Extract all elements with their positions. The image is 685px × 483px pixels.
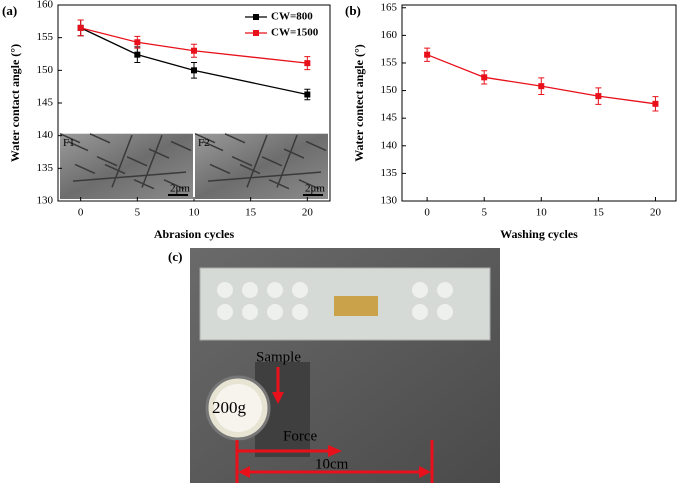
sem-texture (67, 140, 89, 152)
marker (304, 60, 311, 67)
y-axis-label: Water contact angle (°) (8, 44, 22, 162)
series-line (80, 27, 308, 64)
plot-frame (401, 4, 677, 202)
x-tick-label: 15 (245, 207, 257, 219)
y-tick-label: 150 (381, 84, 398, 96)
x-axis-label: Washing cycles (500, 227, 578, 241)
inset-label: F2 (198, 137, 210, 149)
marker (134, 51, 141, 58)
y-tick-label: 150 (37, 64, 54, 76)
weight-top (214, 384, 262, 432)
sem-texture (111, 134, 133, 188)
y-tick-label: 160 (37, 0, 54, 11)
x-tick-label: 5 (481, 207, 487, 219)
sem-texture (283, 148, 305, 159)
marker (481, 74, 488, 81)
y-tick-label: 140 (381, 139, 398, 151)
y-tick-label: 135 (381, 167, 398, 179)
marker (595, 93, 602, 100)
sem-texture (148, 148, 170, 159)
marker (538, 83, 545, 90)
sample-label: Sample (256, 349, 301, 365)
sem-texture (89, 133, 111, 144)
sem-texture (72, 171, 187, 182)
y-axis-label: Water contect angle (°) (352, 44, 366, 162)
marker (191, 67, 197, 74)
y-tick-label: 165 (381, 1, 398, 13)
y-tick-label: 130 (37, 195, 54, 207)
y-tick-label: 155 (37, 31, 54, 43)
x-tick-label: 0 (78, 207, 84, 219)
legend-label: CW=800 (271, 11, 313, 23)
inset-label: F1 (63, 137, 75, 149)
sem-texture (239, 163, 261, 175)
sem-texture (202, 140, 224, 152)
sem-texture (231, 156, 253, 167)
y-tick-label: 160 (381, 29, 398, 41)
sem-texture (59, 133, 81, 144)
sem-texture (207, 171, 322, 182)
y-tick-label: 155 (381, 57, 398, 69)
sem-texture (74, 163, 96, 175)
legend-marker (253, 30, 259, 36)
sem-texture (170, 140, 192, 152)
x-tick-label: 0 (424, 207, 430, 219)
y-tick-label: 145 (381, 112, 398, 124)
marker (424, 51, 431, 58)
panel-label: (a) (2, 3, 17, 18)
sem-texture (194, 133, 216, 144)
marker (77, 24, 84, 31)
x-tick-label: 20 (650, 207, 662, 219)
marker (191, 47, 197, 54)
panel-label: (b) (345, 3, 361, 18)
sem-texture (276, 134, 298, 188)
legend-marker (253, 14, 259, 20)
marker (304, 91, 311, 98)
ruler-dots (217, 282, 453, 320)
arrows (235, 367, 434, 483)
sem-texture (298, 179, 320, 190)
inset-scale: 2μm (305, 183, 325, 195)
x-tick-label: 5 (135, 207, 141, 219)
sem-texture (209, 163, 231, 175)
sem-texture (96, 156, 118, 167)
inset-scale: 2μm (170, 183, 190, 195)
sem-texture (261, 156, 283, 167)
y-tick-label: 140 (37, 129, 54, 141)
x-tick-label: 10 (189, 207, 201, 219)
x-tick-label: 15 (593, 207, 605, 219)
ruler-logo (334, 296, 378, 316)
sem-image (60, 133, 193, 199)
sem-image (195, 133, 328, 199)
sem-texture (126, 156, 148, 167)
panel-label: (c) (168, 249, 182, 264)
x-tick-label: 10 (536, 207, 548, 219)
photo-panel: (c) 200g Sample Force 10cm (168, 248, 500, 483)
sem-texture (141, 134, 163, 188)
marker (134, 39, 141, 46)
distance-label: 10cm (315, 456, 349, 472)
x-tick-label: 20 (302, 207, 314, 219)
series-line (80, 27, 308, 96)
x-axis-label: Abrasion cycles (154, 227, 235, 241)
weight-label: 200g (212, 398, 247, 417)
y-tick-label: 145 (37, 97, 54, 109)
sem-texture (246, 134, 268, 188)
sem-texture (224, 133, 246, 144)
marker (652, 100, 659, 107)
y-tick-label: 130 (381, 195, 398, 207)
y-tick-label: 135 (37, 162, 54, 174)
sem-texture (305, 140, 327, 152)
sem-texture (104, 163, 126, 175)
sem-texture (163, 179, 185, 190)
legend-label: CW=1500 (271, 27, 319, 39)
force-label: Force (283, 428, 317, 444)
